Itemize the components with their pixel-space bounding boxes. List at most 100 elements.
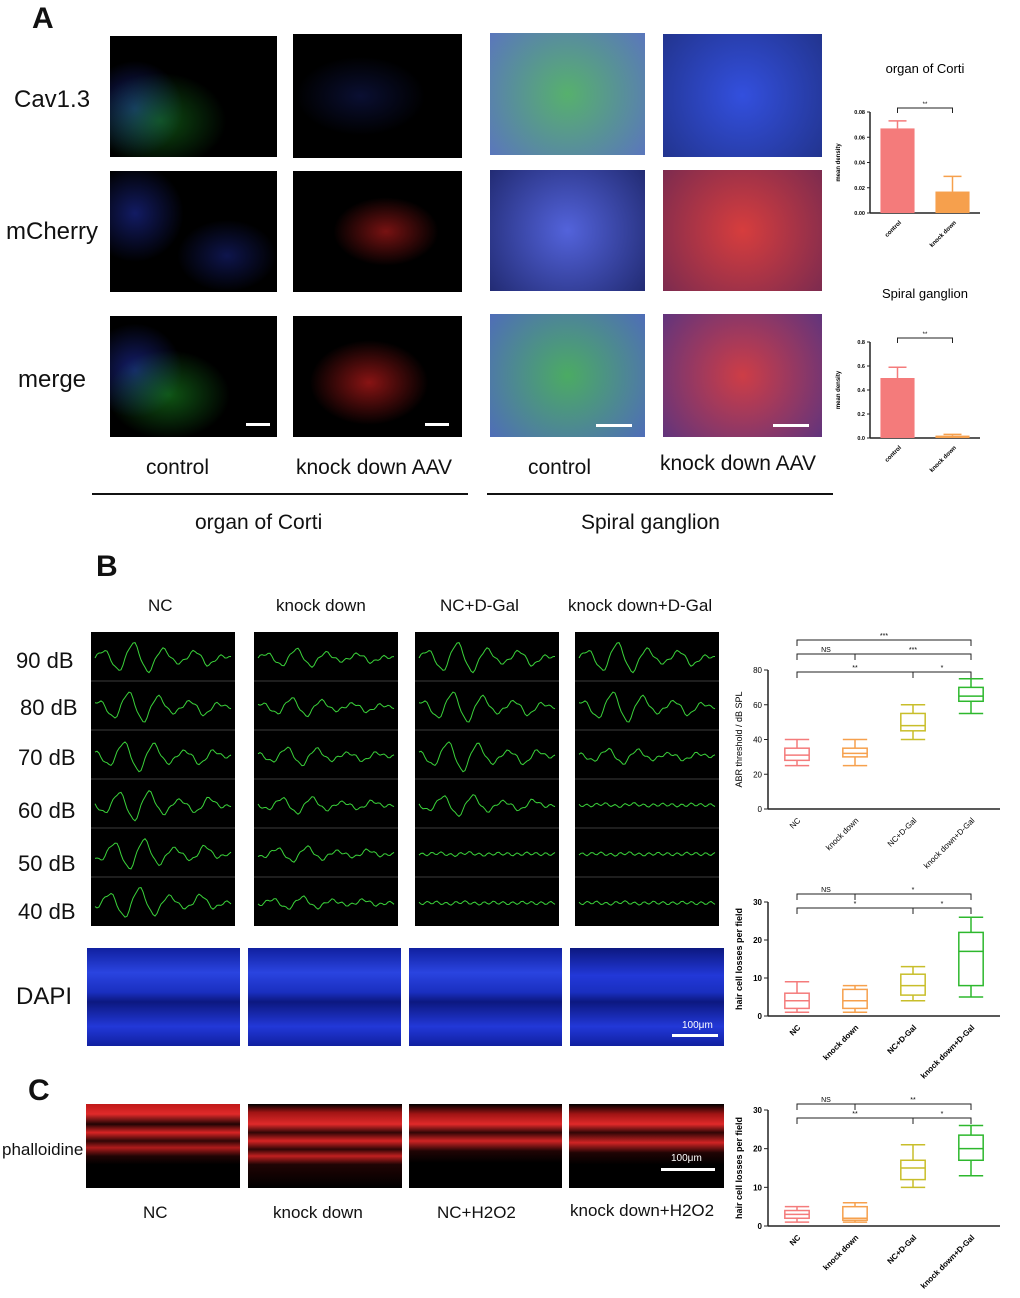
significance-bracket xyxy=(897,107,953,113)
db-label-40: 40 dB xyxy=(18,899,76,924)
y-tick-label: 0.08 xyxy=(854,110,865,116)
x-tick-label: NC+D-Gal xyxy=(885,1023,918,1056)
dapi-image-nc xyxy=(87,948,240,1046)
significance-label: * xyxy=(912,887,915,894)
dapi-label: DAPI xyxy=(16,983,73,1010)
row-label-merge: merge xyxy=(18,366,87,393)
abr-trace-panel-nc xyxy=(91,632,235,926)
y-tick-label: 0.2 xyxy=(857,412,865,418)
box-knock-down-D-Gal xyxy=(958,931,984,987)
micro-corti-control-cav13 xyxy=(110,36,277,157)
col-label-knockdown-dgal: knock down+D-Gal xyxy=(568,596,713,615)
abr-waveform xyxy=(578,851,716,857)
group-label-sg: Spiral ganglion xyxy=(581,511,720,534)
micro-sg-control-merge xyxy=(490,314,645,437)
micro-sg-knockdown-mcherry xyxy=(663,170,822,291)
box-chart-hair-cell-loss-dgal: hair cell losses per field 0 10 20 30 NC knock… xyxy=(734,887,1000,1080)
micro-corti-control-merge xyxy=(110,316,277,437)
y-tick-label: 0.04 xyxy=(854,161,866,167)
y-tick-label: 0.4 xyxy=(857,388,866,394)
box-chart-hair-cell-loss-h2o2: hair cell losses per field 0 10 20 30 NC knock… xyxy=(734,1097,1000,1290)
y-tick-label: 80 xyxy=(753,666,762,675)
x-tick-label: control xyxy=(884,445,903,464)
phalloidine-label: phalloidine xyxy=(2,1140,84,1159)
abr-waveform xyxy=(257,746,395,767)
abr-waveform xyxy=(578,691,716,723)
significance-label: * xyxy=(941,665,944,672)
abr-trace-panel-knockdown-dgal xyxy=(575,632,719,926)
box-NC-D-Gal xyxy=(900,1159,926,1181)
y-tick-label: 10 xyxy=(753,974,762,983)
significance-bracket xyxy=(912,907,972,914)
y-tick-label: 30 xyxy=(753,898,762,907)
micro-corti-knockdown-mcherry xyxy=(293,171,462,292)
x-tick-label: knock down xyxy=(821,1233,860,1272)
y-tick-label: 0.6 xyxy=(857,364,865,370)
abr-waveform xyxy=(578,747,716,765)
phalloidine-image-nc-h2o2 xyxy=(409,1104,562,1188)
group-label-corti: organ of Corti xyxy=(195,511,323,534)
y-tick-label: 0.02 xyxy=(854,186,865,192)
col-label-nc-dgal: NC+D-Gal xyxy=(440,596,519,615)
y-tick-label: 0 xyxy=(758,1012,763,1021)
abr-waveform xyxy=(418,642,556,674)
panel-c-letter: C xyxy=(28,1074,50,1107)
significance-bracket xyxy=(796,671,914,678)
col-label-knockdown: knock down xyxy=(273,1203,363,1222)
abr-waveform xyxy=(94,790,232,822)
significance-bracket xyxy=(796,653,856,660)
y-tick-label: 0.8 xyxy=(857,340,865,346)
significance-label: * xyxy=(941,901,944,908)
significance-bracket xyxy=(912,671,972,678)
chart-title: organ of Corti xyxy=(886,61,965,76)
scale-bar xyxy=(425,423,449,426)
box-NC xyxy=(784,747,810,762)
significance-label: ** xyxy=(852,1111,858,1118)
y-tick-label: 0 xyxy=(758,1222,763,1231)
significance-label: NS xyxy=(821,647,831,654)
y-tick-label: 10 xyxy=(753,1183,762,1192)
significance-label: ** xyxy=(923,102,928,108)
micro-corti-control-mcherry xyxy=(110,171,277,292)
x-tick-label: knock down+D-Gal xyxy=(922,816,976,870)
box-NC-D-Gal xyxy=(900,973,926,996)
y-tick-label: 20 xyxy=(753,770,762,779)
significance-label: ** xyxy=(852,665,858,672)
x-tick-label: knock down xyxy=(929,445,958,474)
abr-trace-panel-nc-dgal xyxy=(415,632,559,926)
y-axis-label: hair cell losses per field xyxy=(734,908,744,1010)
significance-bracket xyxy=(912,1117,972,1124)
y-axis-label: ABR threshold / dB SPL xyxy=(734,691,744,787)
significance-label: NS xyxy=(821,887,831,894)
dapi-image-knockdown xyxy=(248,948,401,1046)
y-tick-label: 0.06 xyxy=(854,135,865,141)
col-label-nc: NC xyxy=(143,1203,168,1222)
significance-bracket xyxy=(854,1103,972,1110)
significance-bracket xyxy=(854,653,972,660)
bar-knock-down xyxy=(935,435,970,438)
scale-bar xyxy=(661,1168,715,1171)
x-tick-label: NC xyxy=(788,816,803,831)
y-tick-label: 0.0 xyxy=(857,436,865,442)
abr-waveform xyxy=(257,697,395,718)
scale-bar xyxy=(246,423,270,426)
db-label-80: 80 dB xyxy=(20,695,78,720)
abr-waveform xyxy=(257,796,395,815)
significance-bracket xyxy=(796,639,972,646)
box-knock-down-D-Gal xyxy=(958,686,984,703)
y-tick-label: 0 xyxy=(758,805,763,814)
abr-waveform xyxy=(257,845,395,863)
significance-bracket xyxy=(796,1117,914,1124)
phalloidine-image-knockdown xyxy=(248,1104,402,1188)
col-label-knockdown: knock down xyxy=(276,596,366,615)
y-axis-label: mean density xyxy=(836,143,842,182)
row-label-mcherry: mCherry xyxy=(6,218,99,245)
x-tick-label: knock down xyxy=(821,1023,860,1062)
y-tick-label: 40 xyxy=(753,736,762,745)
col-label-knockdown-h2o2: knock down+H2O2 xyxy=(570,1201,715,1220)
col-label-control-corti: control xyxy=(146,456,210,479)
dapi-image-knockdown-dgal: 100μm xyxy=(570,948,724,1046)
micro-sg-control-mcherry xyxy=(490,170,645,291)
significance-label: NS xyxy=(821,1097,831,1104)
panel-b-letter: B xyxy=(96,550,118,583)
